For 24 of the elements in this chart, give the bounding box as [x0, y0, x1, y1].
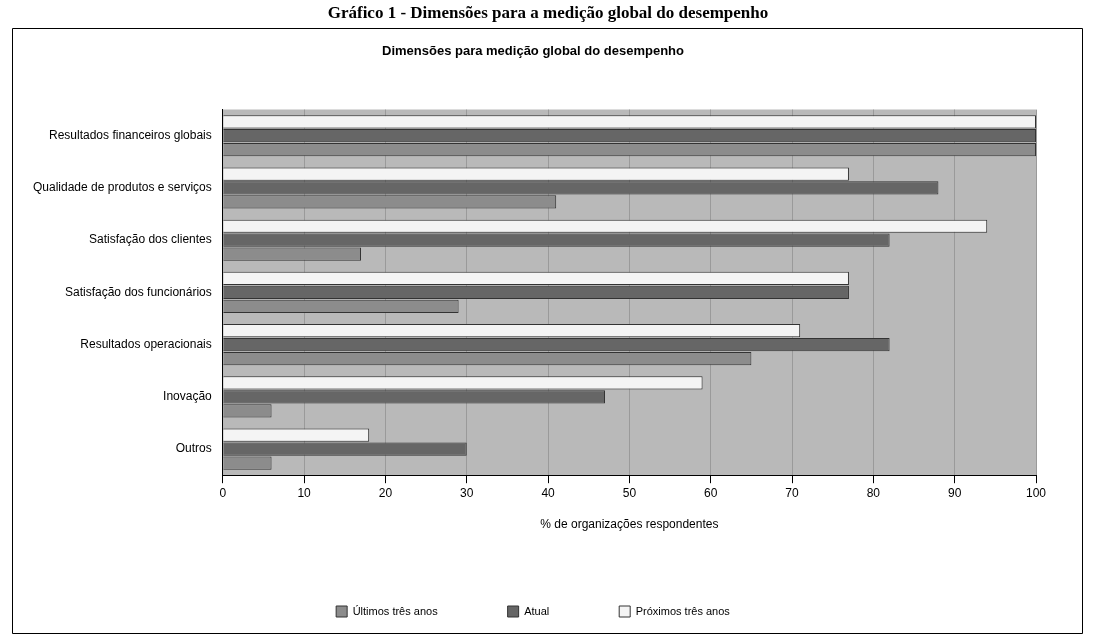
x-tick-label: 40 — [541, 485, 556, 500]
chart-title: Dimensões para medição global do desempenho — [382, 43, 685, 59]
text: Gráfico 1 - Dimensões para a medição global do desempenho — [327, 2, 769, 22]
y-tick-label: Resultados financeiros globais — [49, 128, 212, 143]
x-axis-title: % de organizações respondentes — [540, 517, 719, 532]
legend-label: Últimos três anos — [352, 604, 439, 617]
x-tick-label: 60 — [704, 485, 718, 500]
x-tick-label: 50 — [622, 485, 637, 500]
x-tick-label: 100 — [1025, 485, 1047, 500]
x-tick-label: 80 — [866, 485, 881, 500]
y-tick-label: Satisfação dos funcionários — [65, 284, 212, 299]
y-tick-label: Satisfação dos clientes — [89, 232, 212, 247]
x-tick-label: 70 — [785, 485, 800, 500]
y-tick-label: Outros — [175, 441, 212, 456]
x-tick-label: 20 — [378, 485, 393, 500]
x-tick-label: 90 — [948, 485, 962, 500]
y-tick-label: Resultados operacionais — [80, 336, 212, 351]
y-tick-label: Qualidade de produtos e serviços — [32, 180, 212, 195]
x-tick-label: 30 — [460, 485, 474, 500]
x-tick-label: 0 — [219, 485, 227, 500]
x-tick-label: 10 — [297, 485, 312, 500]
legend-label: Próximos três anos — [635, 604, 731, 617]
legend-label: Atual — [524, 604, 550, 617]
y-tick-label: Inovação — [163, 389, 213, 404]
